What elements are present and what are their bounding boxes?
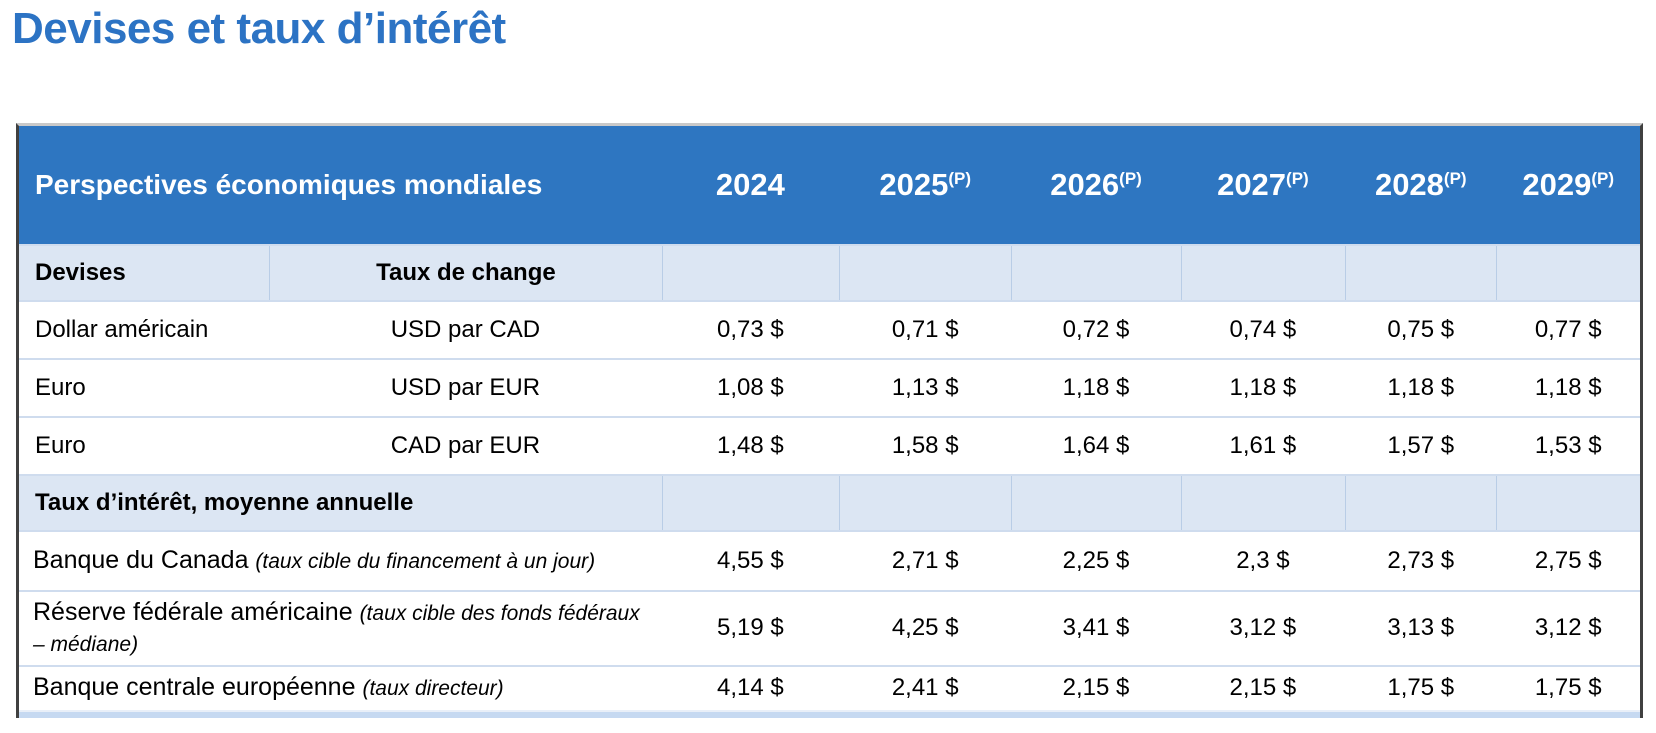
year-header-2027: 2027(P) bbox=[1181, 167, 1345, 203]
projection-superscript: (P) bbox=[1286, 169, 1309, 188]
table-row-usd-cad: Dollar américain USD par CAD 0,73 $ 0,71… bbox=[19, 300, 1640, 358]
institution-label: Réserve fédérale américaine (taux cible … bbox=[19, 592, 662, 665]
year-header-2026: 2026(P) bbox=[1011, 167, 1180, 203]
value-2028: 0,75 $ bbox=[1387, 316, 1455, 343]
economic-outlook-table: Perspectives économiques mondiales 2024 … bbox=[16, 123, 1643, 718]
value-2029: 1,18 $ bbox=[1534, 374, 1602, 401]
value-2024: 4,14 $ bbox=[717, 674, 784, 701]
institution-label: Banque du Canada (taux cible du financem… bbox=[19, 540, 662, 581]
empty-cell bbox=[1496, 246, 1639, 300]
projection-superscript: (P) bbox=[1443, 169, 1467, 188]
value-2026: 2,15 $ bbox=[1062, 674, 1130, 701]
institution-name: Banque centrale européenne bbox=[33, 673, 356, 702]
empty-cell bbox=[1180, 246, 1345, 300]
value-2025: 1,13 $ bbox=[891, 374, 959, 401]
empty-cell bbox=[661, 476, 839, 530]
rate-note: (taux cible du financement à un jour) bbox=[255, 550, 596, 574]
value-2029: 1,53 $ bbox=[1534, 432, 1602, 459]
table-row-cad-eur: Euro CAD par EUR 1,48 $ 1,58 $ 1,64 $ 1,… bbox=[19, 416, 1640, 474]
table-row-bank-of-canada: Banque du Canada (taux cible du financem… bbox=[19, 530, 1640, 590]
year-header-2029: 2029(P) bbox=[1496, 167, 1639, 203]
table-row-usd-eur: Euro USD par EUR 1,08 $ 1,13 $ 1,18 $ 1,… bbox=[19, 358, 1640, 416]
value-2027: 0,74 $ bbox=[1229, 316, 1297, 343]
year-label: 2027 bbox=[1217, 167, 1287, 202]
currency-pair: CAD par EUR bbox=[390, 432, 541, 459]
value-2028: 3,13 $ bbox=[1387, 614, 1455, 642]
value-2024: 1,48 $ bbox=[717, 432, 784, 459]
value-2024: 4,55 $ bbox=[717, 547, 784, 574]
empty-cell bbox=[1011, 246, 1180, 300]
value-2024: 0,73 $ bbox=[717, 316, 784, 343]
empty-cell bbox=[661, 246, 839, 300]
value-2026: 1,18 $ bbox=[1062, 374, 1130, 401]
currency-pair: USD par CAD bbox=[390, 316, 541, 343]
year-header-2025: 2025(P) bbox=[839, 167, 1011, 203]
value-2025: 2,41 $ bbox=[891, 674, 959, 701]
value-2025: 2,71 $ bbox=[891, 547, 959, 574]
page-title: Devises et taux d’intérêt bbox=[12, 4, 506, 53]
table-header-row: Perspectives économiques mondiales 2024 … bbox=[19, 126, 1640, 244]
empty-cell bbox=[1345, 476, 1496, 530]
value-2028: 1,18 $ bbox=[1387, 374, 1455, 401]
empty-cell bbox=[1345, 246, 1496, 300]
table-header-title: Perspectives économiques mondiales bbox=[35, 169, 543, 200]
value-2028: 2,73 $ bbox=[1387, 547, 1455, 574]
value-2029: 1,75 $ bbox=[1534, 674, 1602, 701]
value-2027: 1,61 $ bbox=[1229, 432, 1297, 459]
currency-pair: USD par EUR bbox=[390, 374, 541, 401]
value-2029: 2,75 $ bbox=[1534, 547, 1602, 574]
year-header-2028: 2028(P) bbox=[1345, 167, 1496, 203]
empty-cell bbox=[839, 246, 1011, 300]
value-2028: 1,75 $ bbox=[1387, 674, 1455, 701]
currency-subheader-row: Devises Taux de change bbox=[19, 244, 1640, 300]
projection-superscript: (P) bbox=[1119, 169, 1142, 188]
year-label: 2026 bbox=[1050, 167, 1120, 202]
value-2025: 1,58 $ bbox=[891, 432, 959, 459]
empty-cell bbox=[839, 476, 1011, 530]
value-2029: 0,77 $ bbox=[1534, 316, 1602, 343]
value-2029: 3,12 $ bbox=[1534, 614, 1602, 642]
projection-superscript: (P) bbox=[1591, 169, 1615, 188]
exchange-rate-column-header: Taux de change bbox=[269, 246, 662, 300]
value-2028: 1,57 $ bbox=[1387, 432, 1455, 459]
currency-name: Euro bbox=[35, 432, 86, 459]
institution-name: Réserve fédérale américaine bbox=[33, 598, 353, 626]
institution-label: Banque centrale européenne (taux directe… bbox=[19, 667, 662, 708]
empty-cell bbox=[1011, 476, 1180, 530]
rate-note: (taux directeur) bbox=[362, 677, 504, 701]
currency-name: Euro bbox=[35, 374, 86, 401]
value-2026: 3,41 $ bbox=[1062, 614, 1130, 642]
value-2024: 1,08 $ bbox=[717, 374, 784, 401]
value-2026: 1,64 $ bbox=[1062, 432, 1130, 459]
value-2025: 4,25 $ bbox=[891, 614, 959, 642]
table-bottom-border bbox=[19, 709, 1640, 718]
institution-name: Banque du Canada bbox=[33, 546, 249, 575]
table-row-european-central-bank: Banque centrale européenne (taux directe… bbox=[19, 664, 1640, 710]
value-2027: 1,18 $ bbox=[1229, 374, 1297, 401]
projection-superscript: (P) bbox=[948, 169, 971, 188]
value-2027: 3,12 $ bbox=[1229, 614, 1297, 642]
value-2026: 2,25 $ bbox=[1062, 547, 1130, 574]
empty-cell bbox=[1180, 476, 1345, 530]
value-2027: 2,15 $ bbox=[1229, 674, 1297, 701]
table-row-federal-reserve: Réserve fédérale américaine (taux cible … bbox=[19, 590, 1640, 665]
year-label: 2025 bbox=[879, 167, 949, 202]
rate-note: (taux cible des fonds fédéraux – médiane… bbox=[33, 602, 640, 657]
currency-column-header: Devises bbox=[35, 259, 126, 286]
value-2026: 0,72 $ bbox=[1062, 316, 1130, 343]
empty-cell bbox=[1496, 476, 1639, 530]
year-label: 2028 bbox=[1374, 167, 1444, 202]
rates-section-header: Taux d’intérêt, moyenne annuelle bbox=[35, 489, 414, 516]
currency-name: Dollar américain bbox=[35, 316, 209, 343]
value-2025: 0,71 $ bbox=[891, 316, 959, 343]
year-label: 2024 bbox=[715, 167, 785, 202]
rates-subheader-row: Taux d’intérêt, moyenne annuelle bbox=[19, 474, 1640, 530]
year-header-2024: 2024 bbox=[662, 167, 839, 203]
year-label: 2029 bbox=[1522, 167, 1592, 202]
value-2024: 5,19 $ bbox=[717, 614, 784, 642]
value-2027: 2,3 $ bbox=[1236, 547, 1290, 574]
